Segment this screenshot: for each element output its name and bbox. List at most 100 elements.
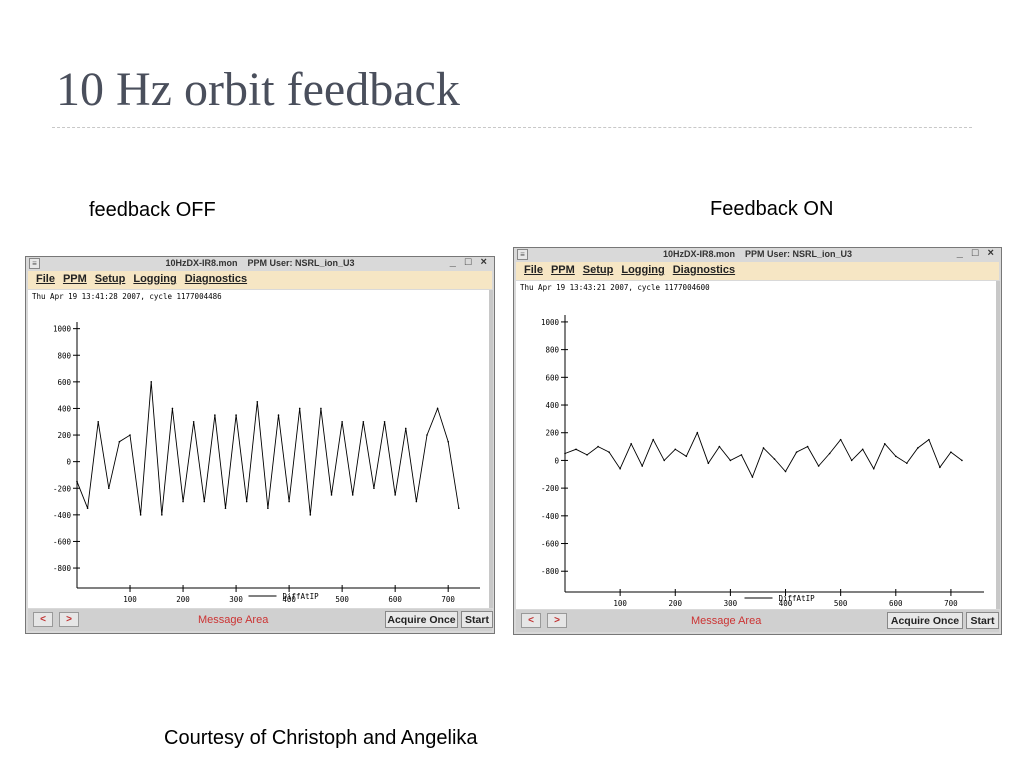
x-tick-label: 300 (724, 599, 738, 608)
menu-setup[interactable]: Setup (582, 264, 614, 276)
data-point (351, 494, 354, 496)
data-point (235, 414, 237, 416)
data-point (663, 459, 666, 462)
data-point (784, 470, 787, 473)
data-point (118, 440, 121, 443)
data-point (608, 451, 610, 453)
data-point (630, 443, 632, 445)
x-tick-label: 500 (335, 595, 349, 604)
acquire-once-button[interactable]: Acquire Once (385, 611, 458, 628)
y-tick-label: 800 (545, 346, 559, 355)
start-button[interactable]: Start (966, 612, 999, 629)
status-bar: < > Message Area Acquire Once Start (28, 609, 493, 631)
previous-button[interactable]: < (521, 613, 541, 628)
window-controls[interactable]: _ □ × (449, 256, 490, 268)
data-point (917, 447, 919, 449)
window-titlebar[interactable]: ≡ 10HzDX-IR8.mon PPM User: NSRL_ion_U3 _… (26, 256, 494, 270)
data-point (298, 407, 301, 410)
data-point (383, 420, 386, 423)
x-tick-label: 400 (282, 595, 296, 604)
next-button[interactable]: > (547, 613, 567, 628)
x-tick-label: 600 (889, 599, 903, 608)
menu-ppm[interactable]: PPM (62, 273, 87, 285)
window-menu-icon[interactable]: ≡ (517, 249, 528, 260)
vertical-scrollbar[interactable] (489, 290, 493, 608)
y-tick-label: 0 (554, 456, 559, 465)
data-point (320, 407, 322, 410)
menu-logging[interactable]: Logging (133, 273, 177, 285)
plot-panel: Thu Apr 19 13:41:28 2007, cycle 11770044… (28, 290, 489, 608)
menu-ppm[interactable]: PPM (550, 264, 575, 276)
monitor-window-feedback-off: ≡ 10HzDX-IR8.mon PPM User: NSRL_ion_U3 _… (25, 256, 495, 634)
data-point (447, 440, 449, 443)
legend-label: DiffAtIP (283, 592, 320, 601)
data-point (139, 514, 142, 516)
diffatip-chart-on: -800 -600 -400 -200 0 200 400 600 800 1000 100 200 3… (541, 315, 984, 608)
x-tick-label: 500 (834, 599, 848, 608)
data-point (362, 420, 365, 423)
data-point (950, 451, 952, 453)
message-area: Message Area (198, 614, 269, 626)
x-tick-label: 300 (229, 595, 243, 604)
y-tick-label: -400 (53, 511, 72, 520)
start-button[interactable]: Start (461, 611, 493, 628)
menu-diagnostics[interactable]: Diagnostics (184, 273, 248, 285)
data-point (762, 447, 765, 449)
legend-label: DiffAtIP (779, 594, 816, 603)
window-menu-icon[interactable]: ≡ (29, 258, 40, 269)
data-point (817, 465, 820, 467)
y-tick-label: 1000 (541, 318, 560, 327)
data-point (171, 407, 174, 410)
y-tick-label: -800 (541, 567, 560, 576)
window-controls[interactable]: _ □ × (956, 247, 997, 259)
previous-button[interactable]: < (33, 612, 53, 627)
x-tick-label: 100 (123, 595, 137, 604)
data-point (214, 414, 216, 416)
data-point (86, 507, 89, 509)
x-tick-label: 100 (613, 599, 627, 608)
data-point (161, 514, 163, 516)
x-tick-label: 200 (668, 599, 682, 608)
y-tick-label: 600 (545, 373, 559, 382)
menu-bar: File PPM Setup Logging Diagnostics (516, 262, 999, 280)
data-point (426, 434, 428, 436)
data-point (839, 438, 842, 441)
data-point (894, 455, 897, 458)
menu-file[interactable]: File (524, 264, 543, 276)
y-tick-label: 600 (57, 378, 71, 387)
acquire-once-button[interactable]: Acquire Once (887, 612, 963, 629)
data-point (129, 434, 131, 436)
x-tick-label: 600 (388, 595, 402, 604)
menu-bar: File PPM Setup Logging Diagnostics (28, 271, 492, 289)
data-point (267, 507, 269, 509)
data-point (961, 459, 963, 462)
data-point (707, 462, 710, 464)
data-point (404, 427, 407, 430)
data-point (674, 448, 677, 451)
x-tick-label: 400 (779, 599, 793, 608)
data-point (586, 454, 588, 456)
vertical-scrollbar[interactable] (996, 281, 1000, 609)
data-point (224, 507, 227, 509)
y-tick-label: -800 (53, 564, 72, 573)
series-line-diffatip (564, 431, 963, 479)
caption-feedback-on: Feedback ON (710, 198, 834, 220)
window-titlebar[interactable]: ≡ 10HzDX-IR8.mon PPM User: NSRL_ion_U3 _… (514, 247, 1001, 261)
menu-logging[interactable]: Logging (621, 264, 665, 276)
menu-file[interactable]: File (36, 273, 55, 285)
data-point (182, 500, 184, 503)
next-button[interactable]: > (59, 612, 79, 627)
data-point (394, 494, 396, 496)
data-point (373, 487, 375, 490)
data-point (245, 500, 248, 503)
data-point (575, 448, 577, 451)
menu-diagnostics[interactable]: Diagnostics (672, 264, 736, 276)
data-point (76, 480, 78, 483)
data-point (415, 500, 418, 503)
data-point (939, 466, 941, 469)
data-point (597, 445, 599, 448)
data-point (652, 438, 655, 441)
menu-setup[interactable]: Setup (94, 273, 126, 285)
data-point (751, 476, 754, 478)
data-point (729, 459, 732, 462)
